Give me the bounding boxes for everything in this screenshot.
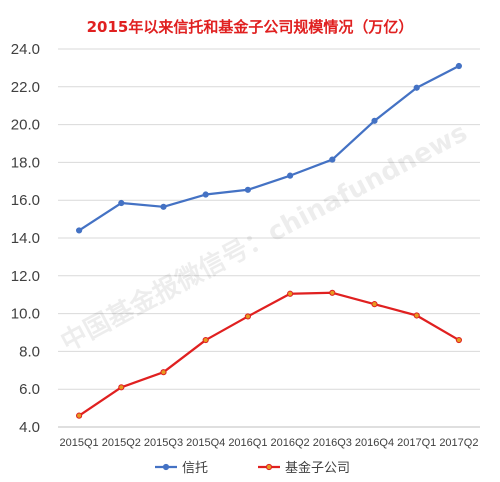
x-tick-label: 2016Q2 [271, 437, 310, 449]
data-point [329, 156, 336, 163]
data-point [287, 290, 294, 297]
data-point [118, 384, 125, 391]
series-基金子公司 [76, 289, 462, 419]
y-tick-label: 18.0 [11, 154, 40, 171]
data-point [455, 62, 462, 70]
data-point [371, 301, 378, 308]
x-tick-label: 2016Q4 [355, 437, 394, 449]
y-tick-label: 12.0 [11, 268, 40, 285]
data-point [287, 172, 294, 179]
data-point [202, 191, 209, 198]
legend-label: 基金子公司 [285, 460, 350, 476]
y-axis-ticks: 4.0 6.0 8.0 10.0 12.0 14.0 16.0 18.0 20.0 22.0 24.… [11, 41, 40, 436]
y-tick-label: 8.0 [19, 343, 40, 360]
x-tick-label: 2015Q3 [144, 437, 183, 449]
x-axis-ticks: 2015Q1 2015Q2 2015Q3 2015Q4 2016Q1 2016Q2 2016… [60, 437, 479, 449]
y-tick-label: 14.0 [11, 230, 40, 247]
series-信托 [76, 62, 462, 234]
data-point [413, 84, 420, 91]
data-point [76, 412, 83, 419]
x-tick-label: 2015Q2 [102, 437, 141, 449]
chart-title: 2015年以来信托和基金子公司规模情况（万亿） [87, 18, 414, 36]
y-tick-label: 20.0 [11, 117, 40, 134]
data-point [455, 336, 462, 344]
data-point [329, 289, 336, 296]
legend: 信托 基金子公司 [155, 460, 350, 476]
x-tick-label: 2017Q1 [397, 437, 436, 449]
data-point [202, 336, 209, 344]
data-point [371, 117, 378, 124]
data-point [244, 313, 251, 320]
x-tick-label: 2017Q2 [439, 437, 478, 449]
legend-marker [265, 463, 273, 471]
y-tick-label: 22.0 [11, 79, 40, 96]
y-tick-label: 10.0 [11, 306, 40, 323]
data-point [160, 203, 167, 210]
y-tick-label: 4.0 [19, 419, 40, 436]
data-point [76, 227, 83, 234]
legend-marker [162, 463, 170, 471]
x-tick-label: 2015Q4 [186, 437, 225, 449]
y-tick-label: 16.0 [11, 192, 40, 209]
legend-label: 信托 [182, 461, 208, 476]
data-point [160, 369, 167, 376]
x-tick-label: 2016Q1 [228, 437, 267, 449]
data-point [118, 199, 125, 207]
series-lines [76, 62, 462, 419]
data-point [244, 186, 251, 193]
series-line [78, 291, 460, 417]
y-tick-label: 6.0 [19, 381, 40, 398]
watermark-text: 中国基金报微信号：chinafundnews [56, 117, 473, 358]
grid-lines [58, 48, 480, 428]
y-tick-label: 24.0 [11, 41, 40, 58]
data-point [413, 312, 420, 319]
x-tick-label: 2015Q1 [60, 437, 99, 449]
series-line [78, 65, 460, 232]
x-tick-label: 2016Q3 [313, 437, 352, 449]
